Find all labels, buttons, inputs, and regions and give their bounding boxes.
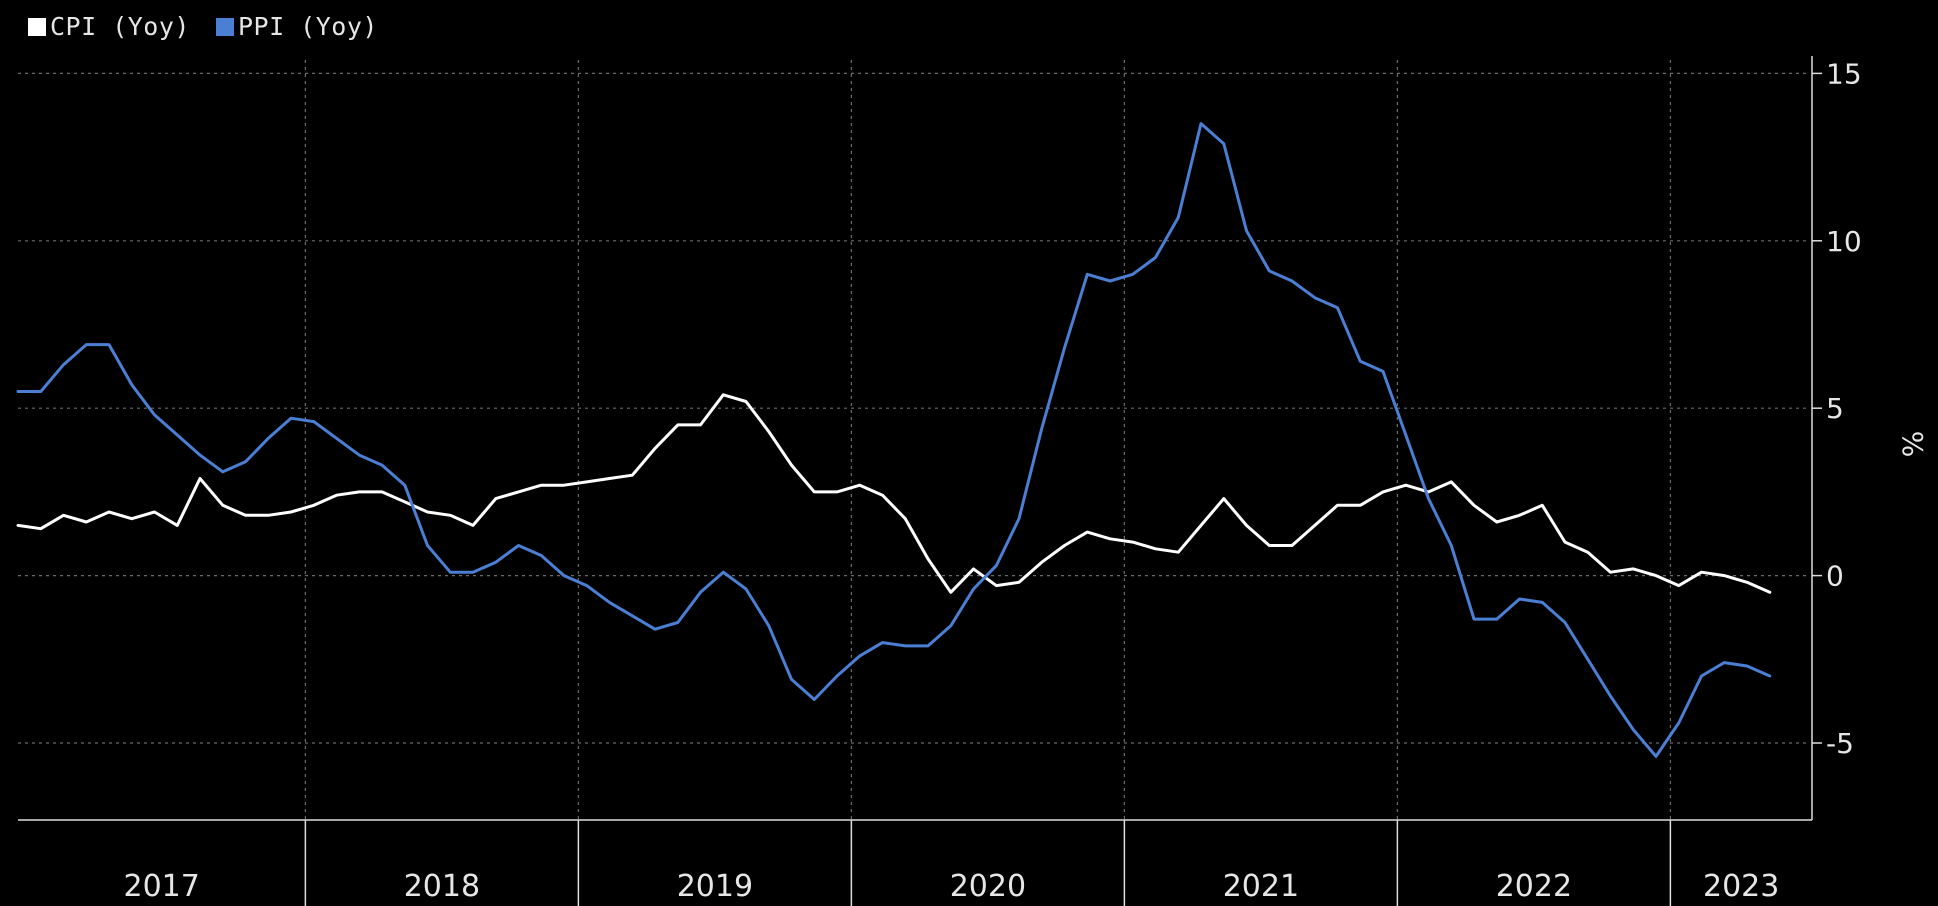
- legend-label-cpi: CPI (Yoy): [50, 12, 190, 41]
- x-axis: 2017 2018 2019 2020 2021 2022 2023: [18, 819, 1812, 906]
- series-line-ppi: [16, 122, 1772, 758]
- x-tick-label: 2019: [677, 869, 753, 904]
- x-tick-label: 2018: [404, 869, 480, 904]
- x-tick-label: 2022: [1496, 869, 1572, 904]
- y-tick-label: 15: [1826, 57, 1862, 90]
- y-axis-title: %: [1896, 431, 1929, 458]
- y-tick-label: -5: [1826, 727, 1854, 760]
- y-tick-label: 0: [1826, 560, 1844, 593]
- x-tick-label: 2023: [1703, 869, 1779, 904]
- x-tick-label: 2020: [950, 869, 1026, 904]
- legend-swatch-cpi: [28, 17, 46, 36]
- y-axis: 15 10 5 0 -5%: [1811, 56, 1929, 820]
- series-line-cpi: [16, 393, 1772, 594]
- legend: CPI (Yoy) PPI (Yoy): [28, 12, 378, 41]
- x-tick-label: 2021: [1223, 869, 1299, 904]
- legend-swatch-ppi: [215, 17, 234, 36]
- y-tick-label: 10: [1826, 225, 1862, 258]
- legend-item-ppi[interactable]: PPI (Yoy): [215, 12, 378, 41]
- y-tick-label: 5: [1826, 392, 1844, 425]
- series-lines: [16, 122, 1772, 758]
- grid: [18, 60, 1806, 820]
- legend-item-cpi[interactable]: CPI (Yoy): [28, 12, 190, 41]
- legend-label-ppi: PPI (Yoy): [237, 12, 378, 41]
- x-tick-label: 2017: [124, 869, 200, 904]
